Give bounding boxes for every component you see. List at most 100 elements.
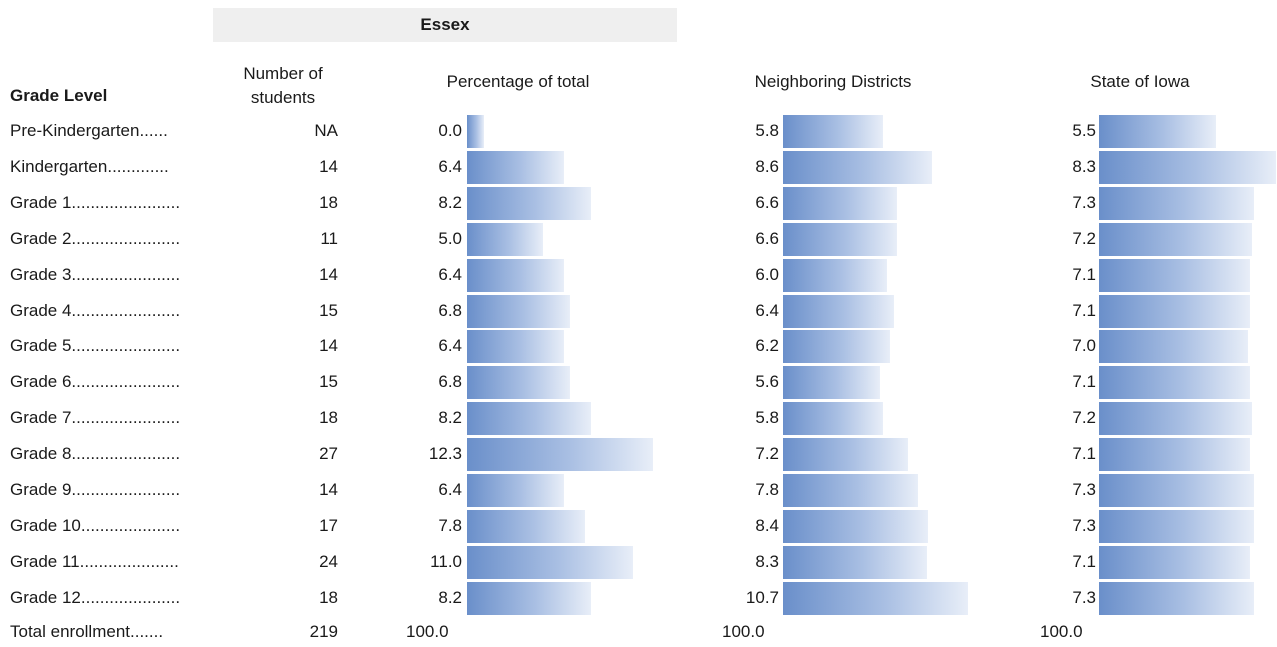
iowa-bar (1099, 510, 1254, 543)
essex-value-label: 7.8 (438, 516, 462, 535)
total-neighbor: 100.0 (722, 622, 765, 641)
row-label: Grade 11..................... (10, 552, 179, 571)
iowa-value-label: 7.1 (1072, 301, 1096, 320)
iowa-header: State of Iowa (1090, 72, 1190, 91)
row-label: Grade 7....................... (10, 408, 181, 427)
neighbor-value-label: 8.4 (755, 516, 779, 535)
iowa-bar (1099, 474, 1254, 507)
essex-value-label: 11.0 (430, 552, 462, 571)
total-students: 219 (309, 622, 338, 641)
iowa-value-label: 5.5 (1072, 121, 1096, 140)
neighbor-value-label: 6.0 (755, 265, 779, 284)
neighbor-value-label: 6.6 (755, 229, 779, 248)
iowa-bar (1099, 151, 1276, 184)
iowa-value-label: 7.0 (1072, 336, 1096, 355)
essex-bar (467, 330, 564, 363)
iowa-value-label: 7.3 (1072, 516, 1096, 535)
essex-bar (467, 474, 564, 507)
iowa-value-label: 7.1 (1072, 444, 1096, 463)
neighbor-value-label: 6.4 (755, 301, 779, 320)
essex-value-label: 6.4 (438, 265, 462, 284)
neighbor-value-label: 7.2 (755, 444, 779, 463)
essex-bar (467, 151, 564, 184)
neighbor-bar (783, 259, 887, 292)
row-label: Grade 9....................... (10, 480, 181, 499)
neighbor-value-label: 8.6 (755, 157, 779, 176)
num-students-header: Number of students (243, 64, 323, 107)
iowa-value-label: 7.3 (1072, 193, 1096, 212)
essex-value-label: 5.0 (438, 229, 462, 248)
essex-value-label: 0.0 (438, 121, 462, 140)
essex-bar (467, 438, 653, 471)
essex-group-header: Essex (213, 8, 677, 42)
neighbor-bar (783, 330, 890, 363)
neighbor-value-label: 5.6 (755, 372, 779, 391)
iowa-value-label: 7.2 (1072, 408, 1096, 427)
essex-value-label: 6.4 (438, 480, 462, 499)
row-label: Grade 5....................... (10, 336, 181, 355)
row-label: Grade 12..................... (10, 588, 181, 607)
iowa-bar (1099, 295, 1250, 328)
neighbor-bar (783, 151, 932, 184)
essex-bar (467, 187, 591, 220)
students-value: 18 (319, 408, 338, 427)
row-label: Grade 2....................... (10, 229, 181, 248)
students-value: 27 (319, 444, 338, 463)
essex-bar (467, 366, 570, 399)
neighbor-bar (783, 510, 928, 543)
students-value: 14 (319, 265, 338, 284)
iowa-bar (1099, 330, 1248, 363)
neighbor-bar (783, 474, 918, 507)
total-label: Total enrollment....... (10, 622, 164, 641)
essex-value-label: 6.4 (438, 157, 462, 176)
pct-total-header: Percentage of total (446, 72, 590, 91)
neighbor-value-label: 6.2 (755, 336, 779, 355)
iowa-bar (1099, 582, 1254, 615)
iowa-value-label: 8.3 (1072, 157, 1096, 176)
neighbor-value-label: 10.7 (745, 588, 779, 607)
essex-value-label: 6.4 (438, 336, 462, 355)
row-label: Grade 10..................... (10, 516, 181, 535)
students-value: 18 (319, 193, 338, 212)
neighbor-bar (783, 223, 897, 256)
neighbor-value-label: 5.8 (755, 121, 779, 140)
essex-bar (467, 510, 585, 543)
neighbor-bar (783, 438, 908, 471)
row-label: Grade 6....................... (10, 372, 181, 391)
neighbor-bar (783, 295, 894, 328)
iowa-value-label: 7.3 (1072, 480, 1096, 499)
total-iowa: 100.0 (1040, 622, 1083, 641)
iowa-bar (1099, 438, 1250, 471)
essex-bar (467, 402, 591, 435)
students-value: 24 (319, 552, 338, 571)
essex-bar (467, 546, 633, 579)
essex-value-label: 6.8 (438, 301, 462, 320)
iowa-value-label: 7.2 (1072, 229, 1096, 248)
row-label: Grade 8....................... (10, 444, 181, 463)
grade-level-header: Grade Level (10, 86, 108, 105)
iowa-bar (1099, 366, 1250, 399)
neighbor-bar (783, 187, 897, 220)
students-value: 17 (319, 516, 338, 535)
group-title: Essex (420, 15, 470, 34)
iowa-bar (1099, 402, 1252, 435)
essex-value-label: 6.8 (438, 372, 462, 391)
iowa-value-label: 7.3 (1072, 588, 1096, 607)
students-value: 15 (319, 301, 338, 320)
essex-value-label: 12.3 (428, 444, 462, 463)
essex-bar (467, 223, 543, 256)
essex-bar (467, 295, 570, 328)
total-essex: 100.0 (406, 622, 449, 641)
neighbor-bar (783, 115, 883, 148)
essex-bar (467, 115, 484, 148)
neighbor-bar (783, 402, 883, 435)
iowa-bar (1099, 546, 1250, 579)
students-value: 15 (319, 372, 338, 391)
essex-bar (467, 582, 591, 615)
essex-value-label: 8.2 (438, 193, 462, 212)
students-value: 11 (320, 229, 338, 248)
iowa-bar (1099, 223, 1252, 256)
iowa-value-label: 7.1 (1072, 265, 1096, 284)
row-label: Pre-Kindergarten...... (10, 121, 168, 140)
row-label: Grade 4....................... (10, 301, 181, 320)
